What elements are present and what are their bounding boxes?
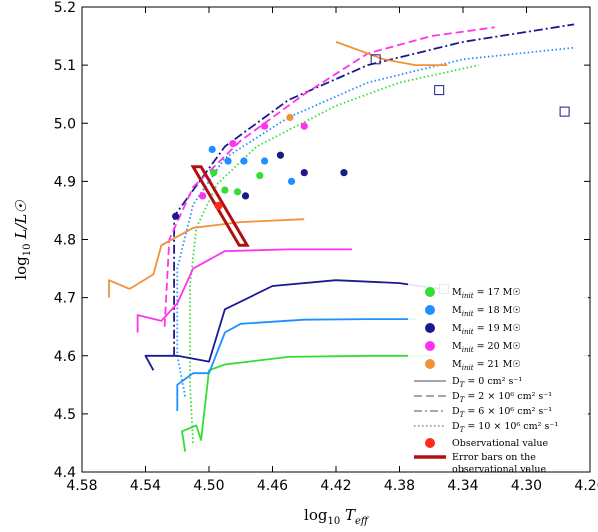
legend: Minit = 17 M☉ Minit = 18 M☉ Minit = 19 M☉ M…	[408, 280, 588, 475]
error-box	[190, 165, 250, 247]
legend-dot	[425, 305, 435, 315]
legend-label: Minit = 17 M☉	[452, 287, 521, 300]
x-tick-label: 4.42	[320, 478, 351, 494]
y-tick-label: 4.8	[54, 233, 76, 249]
legend-label: DT = 2 × 10⁶ cm² s⁻¹	[452, 391, 552, 404]
end-marker	[370, 54, 381, 65]
legend-entry: Minit = 19 M☉	[425, 323, 521, 336]
data-point	[276, 151, 285, 159]
legend-label: Minit = 20 M☉	[452, 341, 521, 354]
observational-point	[214, 201, 223, 210]
svg-text:log10 L/L☉: log10 L/L☉	[12, 200, 33, 280]
x-axis: 4.58 4.54 4.50 4.46 4.42 4.38 4.34 4.30 4.26	[66, 7, 598, 494]
x-tick-label: 4.38	[384, 478, 415, 494]
legend-dot	[425, 359, 435, 369]
legend-entry: DT = 2 × 10⁶ cm² s⁻¹	[414, 391, 552, 404]
legend-label: DT = 10 × 10⁶ cm² s⁻¹	[452, 421, 558, 434]
data-point	[210, 169, 218, 177]
data-point	[240, 157, 248, 165]
data-point	[256, 171, 264, 180]
y-tick-label: 5.0	[54, 116, 76, 132]
end-marker	[559, 106, 570, 117]
legend-label: Error bars on the	[452, 452, 536, 463]
y-axis: 4.4 4.5 4.6 4.7 4.8 4.9 5.0 5.1 5.2	[54, 0, 590, 481]
legend-label: DT = 6 × 10⁶ cm² s⁻¹	[452, 406, 552, 419]
x-tick-label: 4.50	[193, 478, 224, 494]
legend-label: Minit = 21 M☉	[452, 359, 521, 372]
svg-text:log10 Teff: log10 Teff	[304, 506, 370, 527]
legend-label: Minit = 18 M☉	[452, 305, 521, 318]
data-point	[260, 122, 269, 130]
track-line	[181, 354, 432, 452]
x-tick-label: 4.26	[574, 478, 598, 494]
legend-label: observational value	[452, 464, 546, 475]
y-tick-label: 4.4	[54, 465, 76, 481]
legend-label: DT = 0 cm² s⁻¹	[452, 376, 522, 389]
data-point	[221, 186, 229, 194]
y-tick-label: 4.5	[54, 407, 76, 423]
legend-label: Minit = 19 M☉	[452, 323, 521, 336]
data-point	[172, 212, 180, 220]
legend-entry: Observational value	[425, 438, 549, 449]
data-point	[286, 113, 294, 122]
y-tick-label: 5.2	[54, 0, 76, 16]
data-point	[224, 157, 232, 165]
x-tick-label: 4.54	[130, 478, 161, 494]
data-point	[241, 192, 250, 200]
data-point	[233, 188, 242, 196]
data-point	[340, 169, 348, 177]
y-tick-label: 4.9	[54, 174, 76, 190]
track-line	[335, 41, 448, 66]
legend-entry: Minit = 20 M☉	[425, 341, 521, 354]
legend-entry: DT = 10 × 10⁶ cm² s⁻¹	[414, 421, 558, 434]
legend-dot	[425, 438, 435, 448]
observation-layer	[190, 165, 250, 247]
x-axis-label: log10 Teff	[304, 506, 370, 527]
data-point	[199, 192, 207, 200]
track-line	[144, 279, 440, 371]
data-point	[208, 145, 216, 154]
x-tick-label: 4.34	[447, 478, 478, 494]
legend-entry: Minit = 21 M☉	[425, 359, 521, 372]
legend-entry: DT = 0 cm² s⁻¹	[414, 376, 522, 389]
y-axis-label: log10 L/L☉	[12, 200, 33, 280]
end-marker	[434, 85, 445, 96]
y-tick-label: 5.1	[54, 58, 76, 74]
track-line	[189, 64, 480, 443]
x-tick-label: 4.30	[511, 478, 542, 494]
track-line	[136, 248, 352, 333]
y-tick-label: 4.7	[54, 291, 76, 307]
data-point	[229, 139, 237, 148]
markers-layer	[172, 54, 570, 294]
legend-dot	[425, 341, 435, 351]
legend-entry: Minit = 18 M☉	[425, 305, 521, 318]
legend-dot	[425, 287, 435, 297]
legend-box	[408, 280, 588, 468]
track-line	[176, 318, 416, 411]
data-point	[300, 122, 308, 130]
legend-entry: Minit = 17 M☉	[425, 287, 521, 300]
legend-label: Observational value	[452, 438, 549, 449]
track-line	[163, 26, 495, 327]
legend-entry: DT = 6 × 10⁶ cm² s⁻¹	[414, 406, 552, 419]
legend-dot	[425, 323, 435, 333]
x-tick-label: 4.58	[66, 478, 97, 494]
y-tick-label: 4.6	[54, 349, 76, 365]
data-point	[287, 177, 296, 185]
data-point	[260, 157, 269, 165]
x-tick-label: 4.46	[257, 478, 288, 494]
data-point	[300, 169, 308, 177]
